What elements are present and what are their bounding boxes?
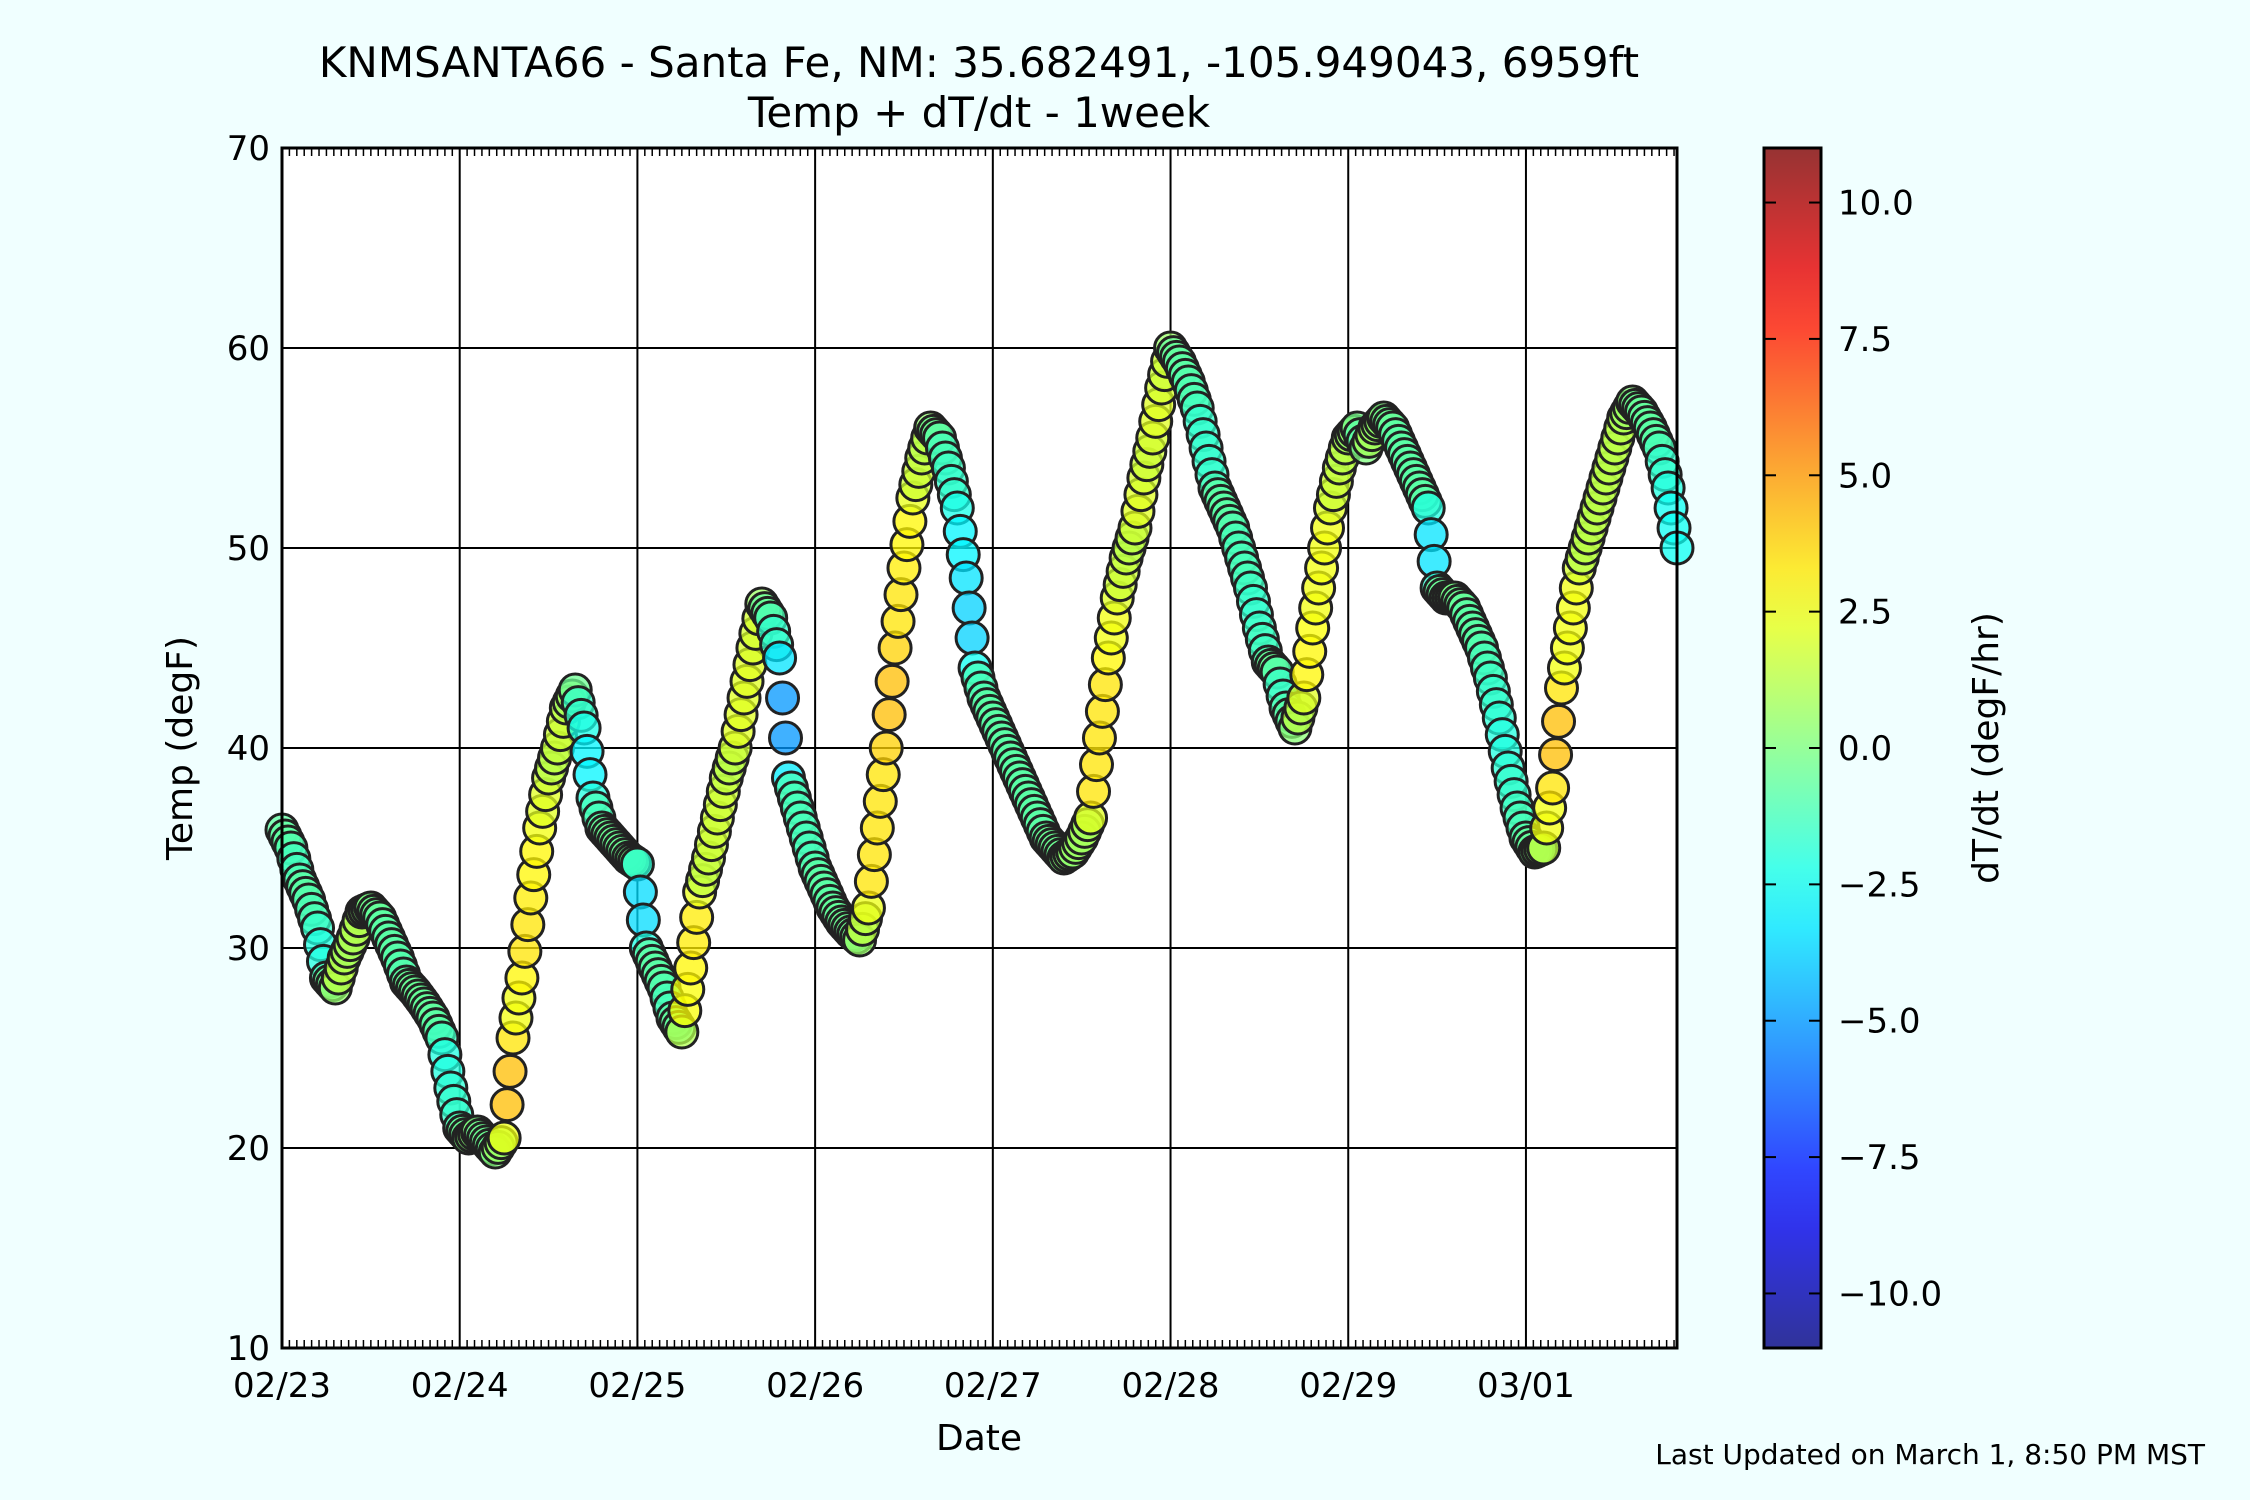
- minor-ticks: [288, 148, 1675, 1348]
- chart-title: KNMSANTA66 - Santa Fe, NM: 35.682491, -1…: [319, 38, 1639, 87]
- grid: [282, 148, 1677, 1348]
- temperature-point: [1535, 770, 1571, 806]
- colorbar-tick-label: 0.0: [1838, 729, 1892, 769]
- x-axis-ticks: 02/23 02/24 02/25 02/26 02/27 02/28 02/29 03/01: [233, 1366, 1575, 1406]
- temperature-point: [1538, 737, 1574, 773]
- temperature-point: [874, 663, 910, 699]
- temperature-point: [486, 1120, 522, 1156]
- temperature-point: [768, 720, 804, 756]
- x-axis-label: Date: [936, 1418, 1022, 1459]
- temperature-point: [1541, 703, 1577, 739]
- colorbar-tick-label: −2.5: [1838, 865, 1921, 905]
- x-tick-label: 02/24: [411, 1366, 509, 1406]
- colorbar-label: dT/dt (degF/hr): [1966, 612, 2007, 884]
- x-tick-label: 02/28: [1122, 1366, 1220, 1406]
- temperature-point: [954, 620, 990, 656]
- colorbar-tick-label: −7.5: [1838, 1138, 1921, 1178]
- y-tick-label: 10: [227, 1329, 270, 1369]
- y-tick-label: 60: [227, 329, 270, 369]
- colorbar-tick-label: 5.0: [1838, 456, 1892, 496]
- temperature-point: [868, 730, 904, 766]
- colorbar-tick-label: 7.5: [1838, 320, 1892, 360]
- colorbar-ticks: 10.0 7.5 5.0 2.5 0.0 −2.5 −5.0 −7.5 −10.0: [1764, 184, 1942, 1314]
- temperature-point: [951, 590, 987, 626]
- colorbar-tick-label: 2.5: [1838, 593, 1892, 633]
- data-points: [264, 330, 1695, 1170]
- chart-subtitle: Temp + dT/dt - 1week: [747, 88, 1211, 137]
- y-tick-label: 20: [227, 1129, 270, 1169]
- colorbar-tick-label: 10.0: [1838, 184, 1914, 224]
- x-tick-label: 02/26: [766, 1366, 864, 1406]
- temperature-point: [762, 640, 798, 676]
- y-tick-label: 70: [227, 129, 270, 169]
- x-tick-label: 02/25: [588, 1366, 686, 1406]
- y-tick-label: 50: [227, 529, 270, 569]
- x-tick-label: 02/27: [944, 1366, 1042, 1406]
- y-tick-label: 40: [227, 729, 270, 769]
- plot-frame: [280, 146, 1679, 1350]
- colorbar-tick-label: −5.0: [1838, 1002, 1921, 1042]
- temperature-point: [948, 560, 984, 596]
- x-tick-label: 02/23: [233, 1366, 331, 1406]
- temperature-point: [492, 1053, 528, 1089]
- y-tick-label: 30: [227, 929, 270, 969]
- x-tick-label: 03/01: [1477, 1366, 1575, 1406]
- last-updated-text: Last Updated on March 1, 8:50 PM MST: [1655, 1438, 2206, 1471]
- temperature-point: [871, 697, 907, 733]
- temperature-point: [489, 1087, 525, 1123]
- x-tick-label: 02/29: [1299, 1366, 1397, 1406]
- colorbar-tick-label: −10.0: [1838, 1274, 1942, 1314]
- temperature-point: [765, 680, 801, 716]
- y-axis-ticks: 10 20 30 40 50 60 70: [227, 129, 270, 1369]
- y-axis-label: Temp (degF): [160, 636, 201, 861]
